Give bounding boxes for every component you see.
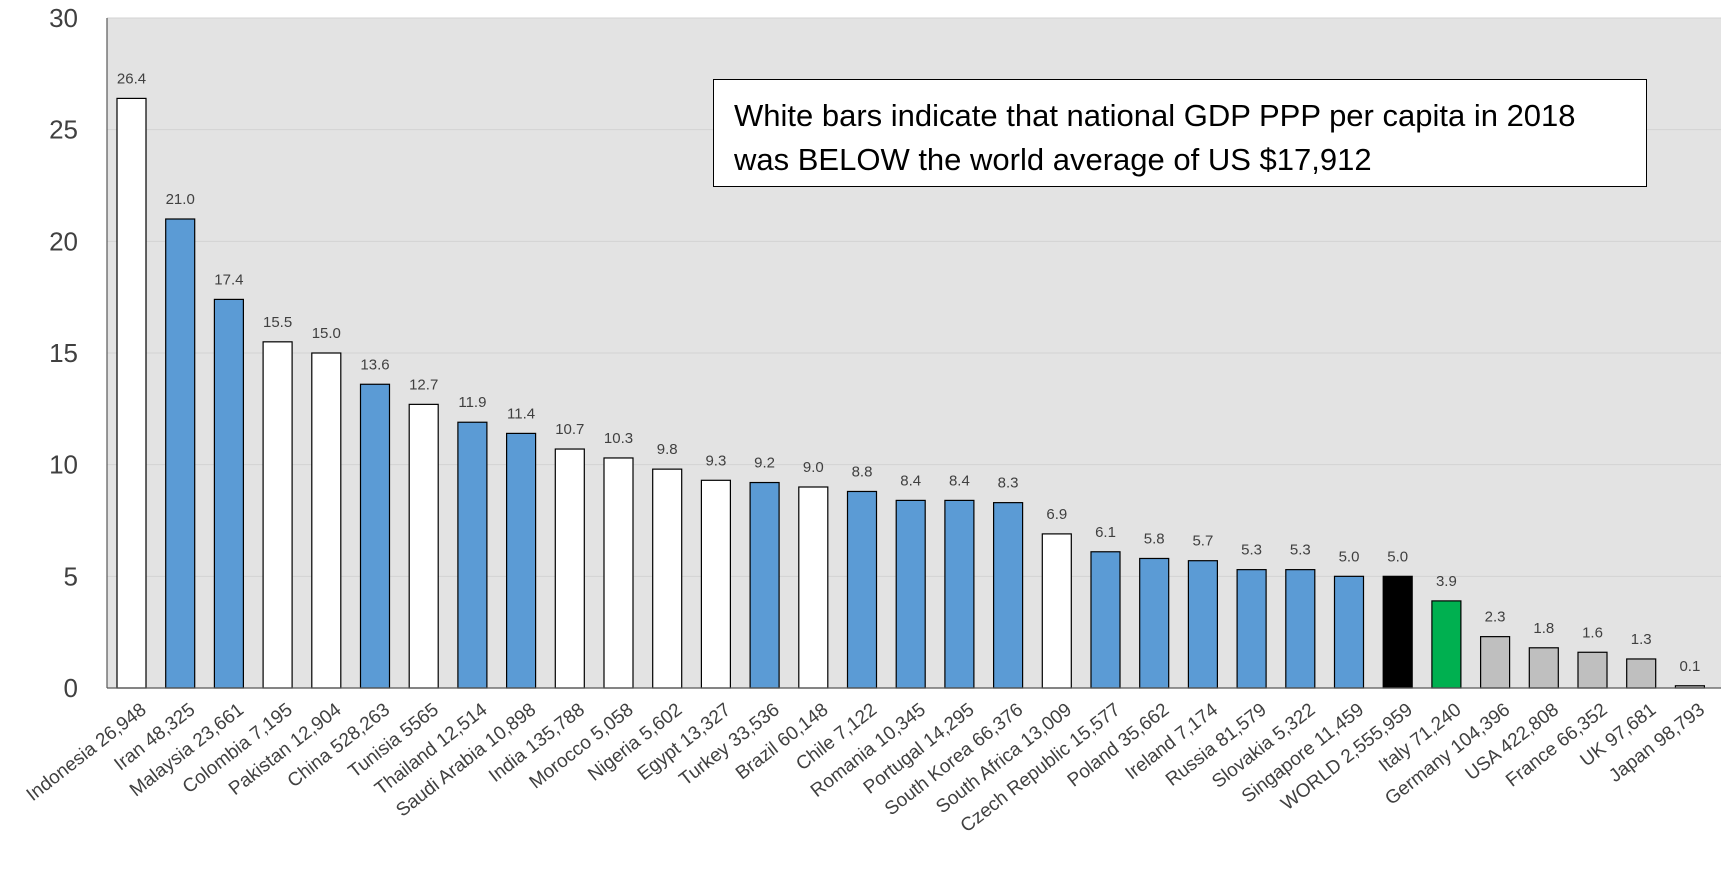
data-label: 5.3 (1241, 542, 1262, 559)
data-label: 11.4 (507, 405, 535, 422)
data-label: 9.8 (657, 441, 678, 458)
data-label: 5.3 (1290, 542, 1311, 559)
bar (1139, 557, 1170, 689)
y-tick-label: 25 (49, 115, 78, 145)
data-label: 5.8 (1144, 530, 1165, 547)
data-label: 8.8 (852, 463, 873, 480)
data-label: 8.3 (998, 475, 1019, 492)
data-label: 12.7 (409, 376, 438, 393)
bar (457, 421, 488, 689)
bar (1333, 575, 1365, 689)
data-label: 1.3 (1631, 631, 1652, 648)
annotation-text: White bars indicate that national GDP PP… (734, 98, 1576, 177)
data-label: 17.4 (214, 271, 243, 288)
bar (165, 218, 196, 689)
data-label: 3.9 (1436, 573, 1457, 590)
data-label: 9.0 (803, 459, 824, 476)
bars (116, 97, 1706, 689)
bar (1382, 575, 1413, 689)
bar (262, 341, 293, 689)
bar (700, 479, 732, 689)
data-label: 5.0 (1339, 548, 1360, 565)
data-label: 26.4 (117, 70, 146, 87)
data-label: 2.3 (1485, 609, 1506, 626)
bar (554, 448, 585, 689)
data-label: 8.4 (949, 472, 970, 489)
data-label: 9.3 (705, 452, 726, 469)
bar (1479, 636, 1511, 689)
data-label: 6.9 (1046, 506, 1067, 523)
bar (895, 499, 926, 689)
y-tick-label: 15 (49, 338, 78, 368)
bar (652, 468, 683, 689)
bar (213, 298, 244, 689)
data-label: 11.9 (458, 394, 486, 411)
bar (798, 486, 829, 689)
bar (506, 432, 537, 689)
y-tick-label: 0 (64, 673, 78, 703)
data-label: 8.4 (900, 472, 921, 489)
data-label: 5.0 (1387, 548, 1408, 565)
annotation-box: White bars indicate that national GDP PP… (713, 79, 1647, 187)
bar (1236, 569, 1267, 689)
bar (846, 490, 878, 689)
y-tick-label: 10 (49, 450, 78, 480)
bar (1285, 569, 1316, 689)
data-label: 5.7 (1192, 533, 1213, 550)
bar (359, 383, 391, 689)
data-labels: 26.4 21.0 17.4 15.5 15.0 13.6 12.7 11.9 11.4 10.7… (117, 70, 1700, 674)
y-tick-label: 5 (64, 561, 78, 591)
data-label: 1.8 (1533, 620, 1554, 637)
y-tick-label: 20 (49, 226, 78, 256)
bar (1041, 533, 1072, 689)
data-label: 0.1 (1679, 658, 1700, 675)
bar (1577, 651, 1608, 689)
bar (1090, 551, 1121, 689)
bar (749, 481, 780, 689)
bar (944, 499, 975, 689)
bar (116, 97, 147, 689)
bar (311, 352, 342, 689)
data-label: 1.6 (1582, 624, 1603, 641)
bar (1187, 560, 1219, 689)
bar (1626, 658, 1657, 689)
bar (992, 502, 1024, 689)
y-tick-label: 30 (49, 3, 78, 33)
data-label: 10.3 (604, 430, 633, 447)
bar (603, 457, 634, 689)
bar (408, 403, 439, 689)
data-label: 15.5 (263, 314, 292, 331)
data-label: 9.2 (754, 455, 775, 472)
data-label: 21.0 (166, 191, 195, 208)
data-label: 10.7 (555, 421, 584, 438)
data-label: 6.1 (1095, 524, 1116, 541)
data-label: 15.0 (312, 325, 341, 342)
bar (1528, 647, 1559, 689)
bar (1431, 600, 1462, 689)
data-label: 13.6 (360, 356, 389, 373)
y-axis: 0 5 10 15 20 25 30 (49, 3, 108, 703)
